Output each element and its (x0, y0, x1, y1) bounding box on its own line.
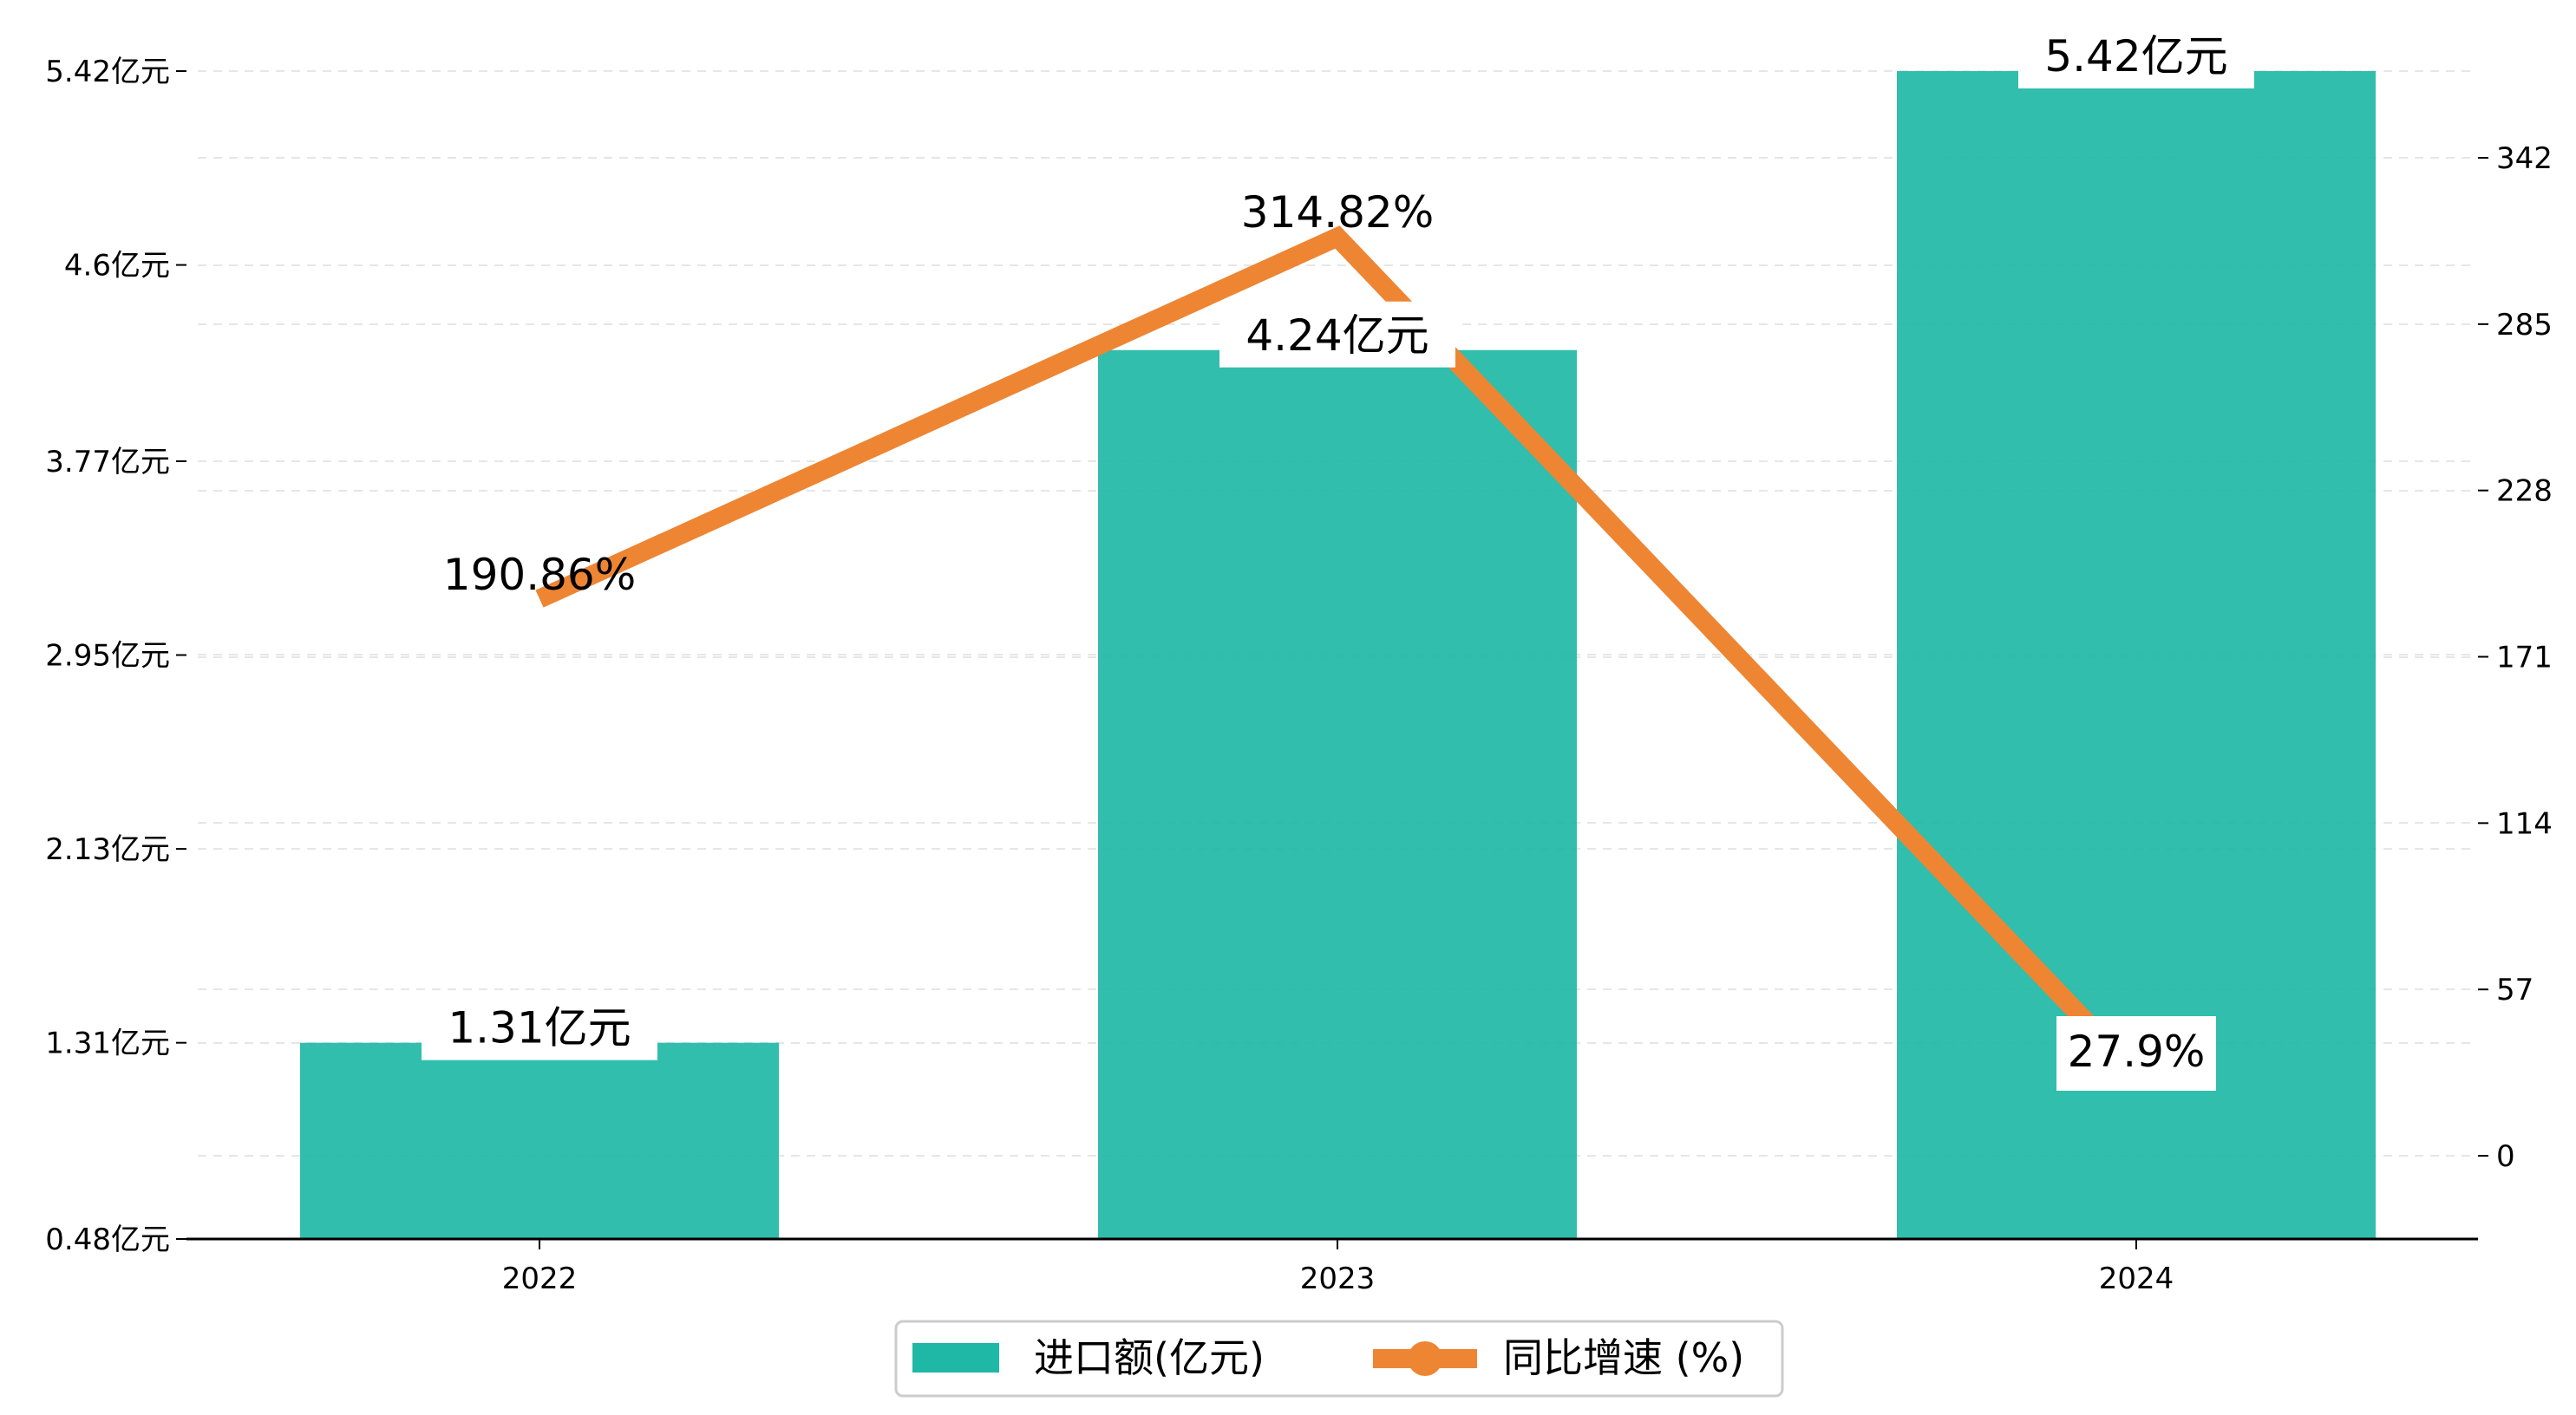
bar-label-bg (1219, 301, 1455, 368)
legend-box (894, 1320, 1784, 1398)
right-tick-label: 57 (2496, 973, 2534, 1007)
line-series (535, 225, 2143, 1081)
legend-label-bar: 进口额(亿元) (1034, 1334, 1265, 1381)
bar-label-bg (2018, 23, 2254, 88)
x-tick-label: 2024 (2099, 1262, 2174, 1296)
line-label-bg (2056, 1016, 2216, 1091)
legend-label-line: 同比增速 (%) (1503, 1334, 1744, 1381)
data-labels: 1.31亿元 4.24亿元 5.42亿元 190.86% 314.82% 27.9% (422, 23, 2254, 1091)
legend-marker-line (1408, 1341, 1442, 1376)
x-tick-label: 2022 (502, 1262, 578, 1296)
line-value-label: 314.82% (1241, 187, 1434, 238)
left-tick-label: 0.48亿元 (45, 1223, 170, 1257)
right-tick-label: 0 (2496, 1139, 2515, 1174)
legend: 进口额(亿元) 同比增速 (%) (894, 1320, 1784, 1398)
axes: 0.48亿元 1.31亿元 2.13亿元 2.95亿元 3.77亿元 4.6亿元 5.42亿… (45, 55, 2553, 1296)
bar-2023 (1098, 349, 1577, 1239)
left-tick-label: 5.42亿元 (45, 55, 170, 89)
right-tick-label: 114 (2496, 806, 2553, 841)
right-tick-label: 342 (2496, 141, 2553, 176)
growth-line (535, 225, 2143, 1081)
right-tick-label: 171 (2496, 641, 2553, 675)
left-tick-label: 2.95亿元 (45, 639, 170, 674)
left-tick-label: 2.13亿元 (45, 832, 170, 867)
right-tick-label: 285 (2496, 308, 2553, 342)
bar-value-label: 1.31亿元 (448, 1003, 631, 1053)
line-value-label: 190.86% (443, 550, 636, 600)
right-tick-label: 228 (2496, 474, 2553, 509)
bar-value-label: 5.42亿元 (2044, 31, 2227, 82)
line-value-label: 27.9% (2068, 1027, 2206, 1077)
bar-label-bg (422, 994, 657, 1060)
bar-2022 (300, 1042, 779, 1239)
legend-swatch-bar (912, 1343, 999, 1373)
x-tick-label: 2023 (1300, 1262, 1376, 1296)
bar-value-label: 4.24亿元 (1246, 310, 1429, 361)
left-tick-label: 1.31亿元 (45, 1027, 170, 1061)
left-tick-label: 4.6亿元 (64, 249, 170, 284)
left-tick-label: 3.77亿元 (45, 445, 170, 479)
